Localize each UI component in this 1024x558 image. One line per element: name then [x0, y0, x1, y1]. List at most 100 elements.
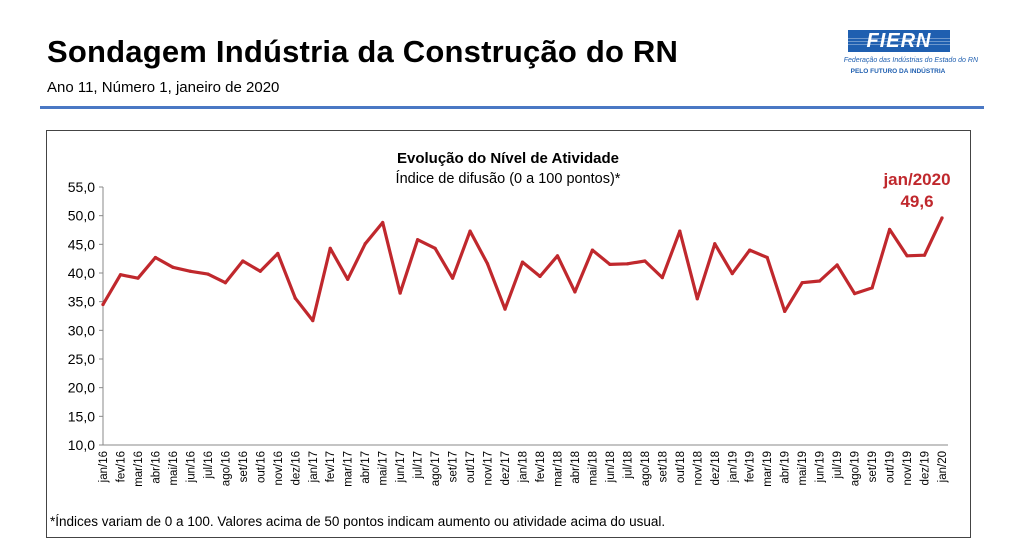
data-point: [118, 273, 123, 277]
data-point: [590, 248, 595, 252]
x-tick-label: mai/17: [378, 451, 390, 486]
data-point: [503, 307, 507, 311]
x-tick-label: jun/16: [185, 451, 197, 483]
x-tick-label: set/16: [238, 451, 250, 482]
data-point: [853, 292, 857, 296]
data-point: [520, 260, 525, 264]
data-point: [153, 255, 158, 260]
data-point: [241, 259, 245, 263]
x-tick-label: jan/19: [727, 451, 739, 483]
logo-slogan: PELO FUTURO DA INDÚSTRIA: [850, 68, 946, 75]
callout-label: jan/2020: [882, 170, 950, 189]
y-tick-label: 35,0: [68, 294, 95, 310]
x-tick-label: set/18: [657, 451, 669, 482]
header-rule: [40, 106, 984, 109]
x-tick-label: ago/17: [430, 451, 442, 486]
y-tick-label: 10,0: [68, 437, 95, 453]
data-point: [870, 286, 874, 290]
data-point: [783, 309, 787, 314]
data-point: [625, 262, 629, 266]
x-tick-label: ago/18: [640, 451, 652, 486]
x-tick-label: jun/18: [605, 451, 617, 483]
x-tick-label: set/19: [867, 451, 879, 482]
data-point: [660, 275, 664, 280]
x-tick-label: fev/17: [325, 451, 337, 482]
y-tick-label: 15,0: [68, 408, 95, 424]
y-tick-label: 40,0: [68, 265, 95, 281]
x-tick-label: mai/18: [587, 451, 599, 486]
report-title: Sondagem Indústria da Construção do RN: [47, 34, 679, 69]
chart-subtitle: Índice de difusão (0 a 100 pontos)*: [396, 170, 621, 187]
data-point: [276, 251, 280, 256]
data-point: [346, 277, 350, 281]
data-point: [643, 259, 647, 263]
x-tick-label: abr/18: [570, 451, 582, 484]
x-tick-label: jul/16: [203, 451, 215, 480]
x-tick-label: mai/16: [168, 451, 180, 486]
data-point: [258, 269, 262, 273]
data-point: [223, 281, 227, 285]
x-tick-label: jan/20: [937, 451, 949, 483]
data-point: [293, 296, 297, 300]
data-point: [450, 276, 455, 280]
x-tick-label: nov/17: [483, 451, 495, 486]
x-tick-label: mai/19: [797, 451, 809, 486]
x-tick-label: mar/19: [762, 451, 774, 487]
y-tick-label: 45,0: [68, 236, 95, 252]
fiern-logo: FIERN Federação das Indústrias do Estado…: [844, 30, 978, 80]
chart-frame: [46, 130, 971, 538]
logo-name: FIERN: [866, 30, 932, 52]
x-tick-label: mar/17: [343, 451, 355, 487]
data-point: [818, 279, 822, 283]
data-point: [940, 216, 944, 220]
x-tick-label: jul/17: [413, 451, 425, 480]
data-point: [485, 262, 490, 266]
x-tick-label: jul/19: [832, 451, 844, 480]
x-tick-label: dez/17: [500, 451, 512, 486]
x-tick-label: nov/16: [273, 451, 285, 486]
x-tick-label: out/17: [465, 451, 477, 483]
data-point: [887, 227, 892, 232]
chart-title: Evolução do Nível de Atividade: [397, 150, 619, 167]
data-point: [573, 290, 577, 294]
data-point: [136, 276, 140, 280]
y-tick-label: 55,0: [68, 179, 95, 195]
data-point: [171, 265, 175, 269]
data-point: [206, 272, 210, 276]
data-point: [416, 238, 420, 242]
data-point: [713, 242, 717, 246]
x-tick-label: out/16: [255, 451, 267, 483]
x-tick-labels: jan/16 fev/16 mar/16 abr/16 mai/16 jun/16 jul/…: [98, 451, 949, 487]
data-point: [695, 297, 699, 301]
data-point: [765, 255, 769, 260]
footnote: *Índices variam de 0 a 100. Valores acim…: [50, 514, 666, 529]
x-tick-label: abr/16: [150, 451, 162, 484]
x-tick-label: nov/18: [692, 451, 704, 486]
data-point: [905, 254, 909, 258]
x-tick-label: jun/17: [395, 451, 407, 483]
x-tick-label: out/19: [885, 451, 897, 483]
x-tick-label: nov/19: [902, 451, 914, 486]
y-tick-label: 50,0: [68, 208, 95, 224]
data-point: [608, 262, 612, 266]
data-point: [188, 269, 192, 273]
x-tick-label: mar/16: [133, 451, 145, 487]
logo-tagline: Federação das Indústrias do Estado do RN: [843, 57, 978, 64]
report-subtitle: Ano 11, Número 1, janeiro de 2020: [47, 79, 280, 96]
data-point: [381, 220, 385, 225]
series-line: [101, 216, 944, 323]
x-tick-label: out/18: [675, 451, 687, 483]
data-point: [922, 253, 927, 257]
x-tick-label: jul/18: [622, 451, 634, 480]
x-tick-label: fev/18: [535, 451, 547, 482]
x-tick-label: abr/17: [360, 451, 372, 484]
data-point: [555, 254, 560, 258]
data-point: [328, 246, 332, 250]
y-tick-label: 30,0: [68, 322, 95, 338]
y-tick-label: 20,0: [68, 380, 95, 396]
x-tick-label: dez/18: [710, 451, 722, 486]
data-point: [433, 246, 437, 250]
data-point: [311, 318, 315, 323]
series-group: [101, 216, 944, 323]
